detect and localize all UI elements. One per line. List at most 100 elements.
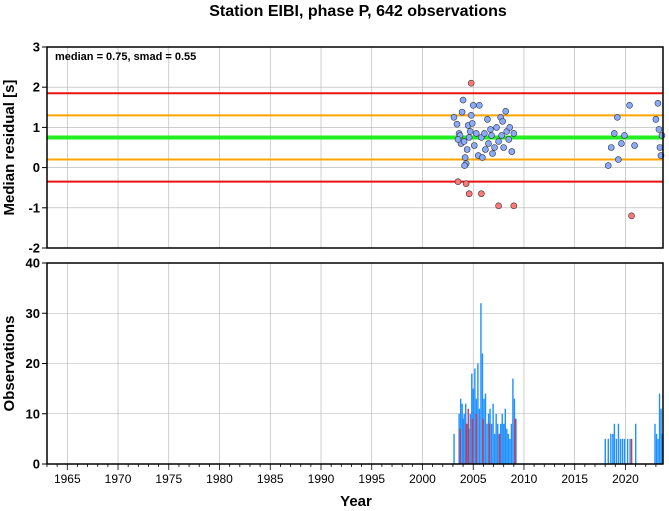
observation-bar	[483, 398, 485, 464]
x-tick-label: 2005	[460, 472, 487, 486]
residual-point	[463, 146, 471, 153]
residual-point	[454, 136, 462, 143]
residual-point	[505, 136, 513, 143]
residual-point	[476, 101, 483, 109]
observation-bar-rejected	[514, 418, 516, 464]
residual-point	[484, 116, 491, 123]
residual-point	[467, 112, 475, 119]
residual-point	[652, 116, 660, 123]
observation-bar-rejected	[630, 438, 633, 464]
x-tick-label: 1975	[155, 472, 182, 486]
observation-bar	[661, 433, 663, 464]
residual-point	[500, 144, 507, 151]
observation-bar	[613, 423, 616, 464]
residual-point	[461, 162, 468, 169]
observation-bar	[657, 438, 659, 464]
y-tick-label: 1	[33, 120, 40, 135]
observation-bar	[515, 418, 517, 464]
observation-bar	[501, 413, 503, 464]
residual-point	[470, 142, 478, 149]
x-tick-label: 1990	[308, 472, 335, 486]
residual-point	[472, 130, 480, 137]
observation-bar	[507, 433, 510, 464]
observation-bar	[490, 423, 493, 464]
x-tick-label: 2020	[612, 472, 639, 486]
residual-point	[458, 108, 466, 116]
outlier-point	[454, 178, 462, 185]
residual-point	[614, 114, 621, 121]
outlier-point	[478, 190, 485, 198]
observation-bar	[481, 353, 484, 464]
residual-point	[658, 132, 666, 139]
residual-point	[631, 142, 638, 149]
outlier-point	[465, 190, 473, 198]
observation-bar	[480, 303, 482, 464]
observation-bar	[493, 433, 496, 464]
chart-title: Station EIBI, phase P, 642 observations	[209, 3, 507, 20]
residual-point	[468, 120, 476, 127]
y-tick-label: 40	[26, 256, 40, 271]
observation-bar	[634, 423, 637, 464]
residual-point	[654, 99, 662, 107]
residual-point	[655, 126, 663, 133]
y-tick-label: 0	[33, 457, 40, 472]
observation-bar	[604, 438, 606, 464]
y-tick-label: 20	[26, 356, 40, 371]
observation-bar-rejected	[471, 418, 474, 464]
residual-point	[626, 101, 633, 109]
residual-point	[610, 130, 618, 137]
observation-bar	[477, 363, 479, 464]
outlier-point	[628, 212, 635, 220]
observation-bar	[500, 423, 502, 464]
observation-bar	[660, 408, 662, 464]
residual-point	[485, 140, 492, 147]
y-axis-title-residual: Median residual [s]	[1, 80, 18, 216]
x-tick-label: 2015	[561, 472, 588, 486]
residual-point	[604, 162, 612, 169]
observation-bar	[478, 408, 481, 464]
observation-bar	[617, 423, 620, 464]
x-axis-title: Year	[340, 493, 372, 510]
observation-bar-rejected	[499, 433, 501, 464]
residual-point	[482, 146, 489, 153]
statistics-annotation: median = 0.75, smad = 0.55	[55, 51, 196, 63]
residual-point	[621, 132, 628, 139]
residual-point	[459, 96, 467, 104]
observation-bar	[472, 388, 475, 464]
residual-point	[499, 118, 506, 125]
observation-bar	[496, 423, 499, 464]
residual-point	[487, 126, 494, 133]
residual-point	[607, 144, 615, 151]
observation-bar	[629, 438, 631, 464]
observation-bar-rejected	[488, 423, 491, 464]
x-tick-label: 1970	[105, 472, 132, 486]
observation-bar	[655, 433, 658, 464]
observation-bar	[466, 423, 468, 464]
x-tick-label: 1965	[54, 472, 81, 486]
observation-bar	[610, 433, 612, 464]
residual-point	[618, 140, 625, 147]
x-tick-label: 1995	[358, 472, 385, 486]
observation-bar	[621, 438, 624, 464]
residual-point	[495, 138, 502, 145]
x-tick-label: 2010	[511, 472, 538, 486]
residual-point	[506, 124, 514, 131]
observation-bar	[474, 368, 476, 464]
observation-bar	[509, 438, 511, 464]
observation-bar-rejected	[475, 413, 478, 464]
observation-bar	[461, 403, 463, 464]
residual-point	[469, 101, 477, 109]
residual-point	[656, 144, 664, 151]
y-tick-label: 3	[33, 40, 40, 55]
observation-bar	[512, 378, 514, 464]
residual-point	[502, 108, 510, 115]
observation-bar	[619, 438, 622, 464]
residual-point	[508, 148, 516, 155]
observation-bar-rejected	[459, 428, 461, 464]
observation-bar	[462, 418, 464, 464]
observation-bar	[492, 403, 494, 464]
residual-point	[510, 130, 518, 137]
observation-bar	[469, 413, 471, 464]
